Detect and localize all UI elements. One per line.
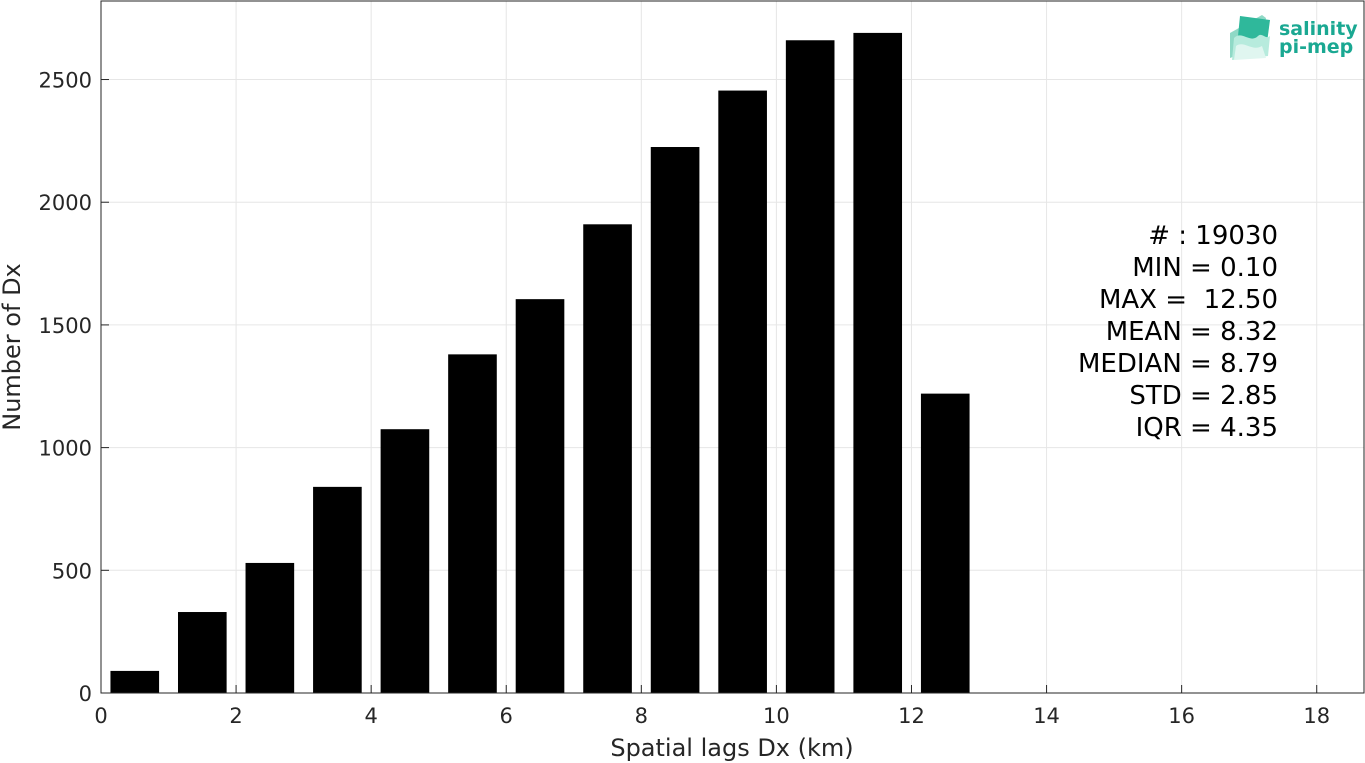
x-tick-label: 16 — [1168, 704, 1195, 728]
y-tick-label: 0 — [79, 682, 92, 706]
histogram-bar — [313, 486, 362, 693]
x-tick-label: 0 — [94, 704, 107, 728]
x-tick-label: 4 — [364, 704, 377, 728]
y-tick-label: 500 — [52, 559, 92, 583]
x-tick-label: 10 — [763, 704, 790, 728]
y-tick-label: 2000 — [39, 191, 92, 215]
histogram-bar — [853, 32, 903, 694]
histogram-bar — [245, 562, 295, 693]
x-tick-label: 12 — [898, 704, 925, 728]
histogram-bar — [785, 40, 835, 694]
x-tick-label: 2 — [229, 704, 242, 728]
y-tick-label: 1000 — [39, 437, 92, 461]
x-axis-label: Spatial lags Dx (km) — [610, 734, 853, 762]
wave-logo-icon — [1230, 15, 1270, 60]
logo-line-1: salinity — [1279, 18, 1358, 40]
histogram-bar — [583, 224, 632, 693]
histogram-bar — [110, 670, 160, 693]
plot-frame — [100, 0, 1365, 694]
stat-line: STD = 2.85 — [1129, 381, 1278, 411]
stat-line: MIN = 0.10 — [1132, 253, 1278, 283]
stat-line: MAX = 12.50 — [1099, 285, 1278, 315]
logo-line-2: pi-mep — [1279, 36, 1353, 58]
y-ticks: 0 500 1000 1500 2000 2500 — [39, 69, 109, 706]
histogram-bar — [718, 90, 767, 693]
y-axis-label: Number of Dx — [0, 263, 26, 430]
stat-line: # : 19030 — [1148, 221, 1278, 251]
histogram-bar — [515, 299, 565, 693]
y-tick-label: 1500 — [39, 314, 92, 338]
histogram-bar — [650, 147, 700, 694]
x-tick-label: 14 — [1033, 704, 1060, 728]
x-tick-label: 18 — [1303, 704, 1330, 728]
histogram-bar — [177, 612, 227, 693]
x-tick-label: 8 — [635, 704, 648, 728]
y-tick-label: 2500 — [39, 69, 92, 93]
stat-line: IQR = 4.35 — [1136, 413, 1278, 443]
x-tick-label: 6 — [500, 704, 513, 728]
histogram-bar — [920, 393, 970, 693]
histogram-bar — [448, 354, 497, 693]
salinity-pi-mep-logo: salinity pi-mep — [1230, 15, 1358, 60]
bars — [110, 32, 970, 694]
histogram-bar — [380, 429, 430, 693]
stat-line: MEAN = 8.32 — [1106, 317, 1278, 347]
x-ticks: 0 2 4 6 8 10 12 14 16 18 — [94, 685, 1330, 728]
stat-line: MEDIAN = 8.79 — [1078, 349, 1278, 379]
